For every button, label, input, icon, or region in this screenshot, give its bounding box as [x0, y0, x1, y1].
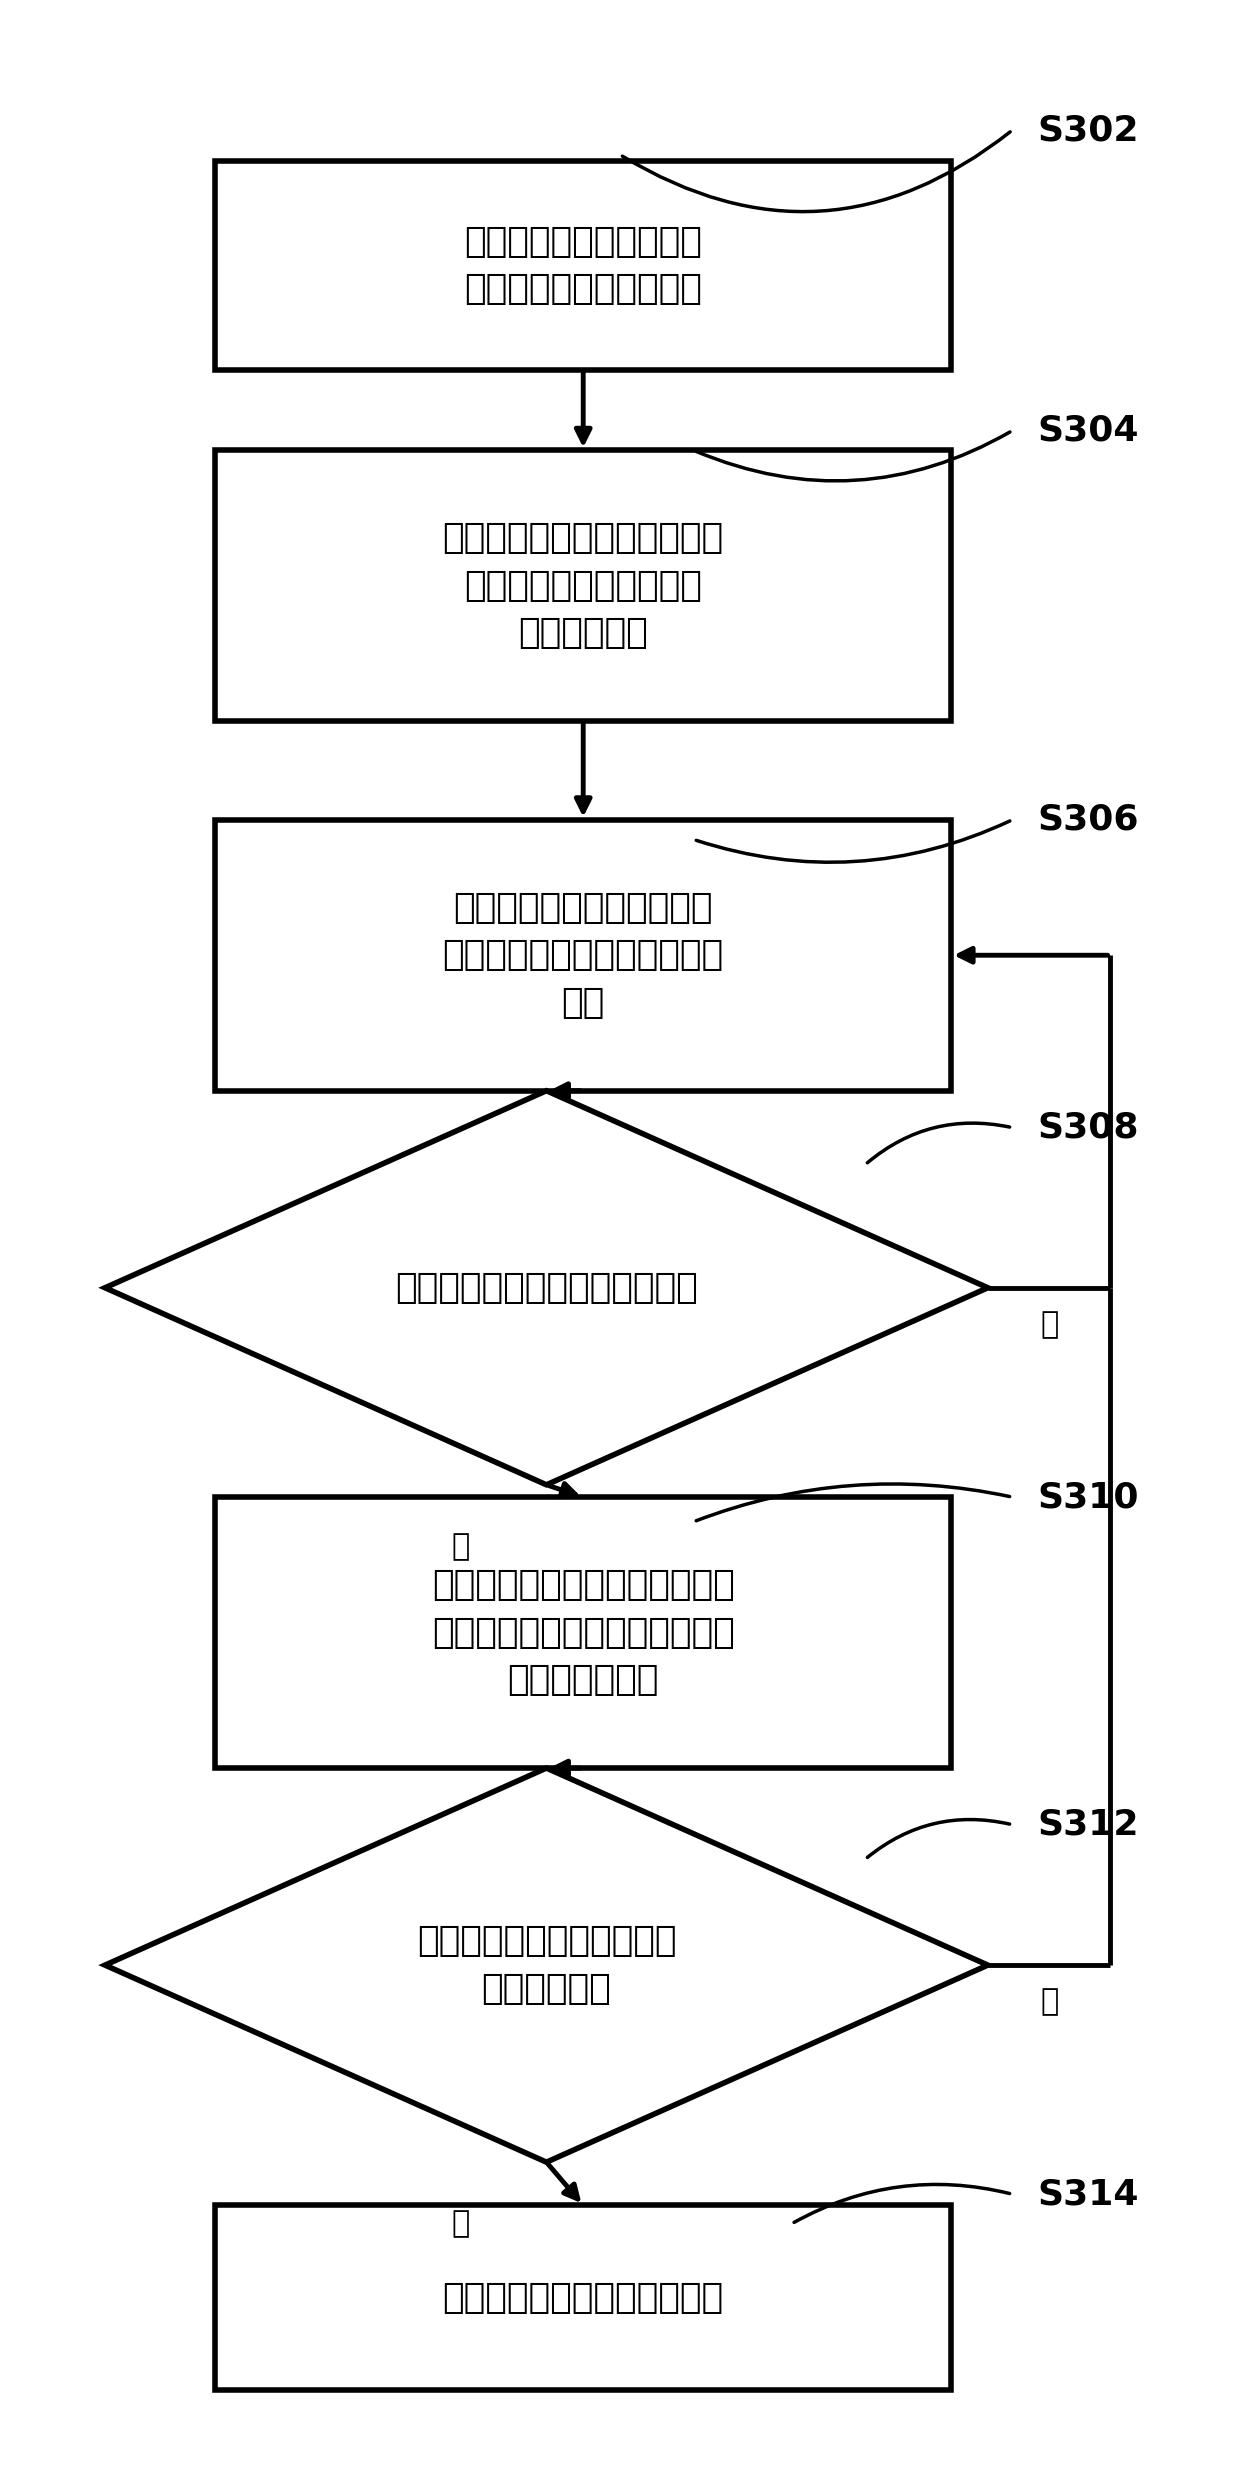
Text: S308: S308 — [1037, 1110, 1138, 1144]
Text: 位于最底部化霜模块的功率
达到目标功率: 位于最底部化霜模块的功率 达到目标功率 — [417, 1925, 676, 2006]
Text: 是: 是 — [451, 1531, 470, 1561]
Text: 关闭电磁化霜装置，结束化霜: 关闭电磁化霜装置，结束化霜 — [443, 2281, 724, 2314]
Text: S310: S310 — [1037, 1481, 1138, 1513]
Text: 持续检测蒸发器的表面温度
以及位于最底部的化霜模块的
功率: 持续检测蒸发器的表面温度 以及位于最底部的化霜模块的 功率 — [443, 892, 724, 1021]
Text: S314: S314 — [1037, 2177, 1138, 2212]
FancyBboxPatch shape — [216, 451, 951, 721]
Text: 否: 否 — [1040, 1987, 1058, 2016]
Polygon shape — [105, 1769, 988, 2162]
Text: S306: S306 — [1037, 803, 1138, 837]
Text: 是: 是 — [451, 2209, 470, 2239]
Text: S312: S312 — [1037, 1808, 1138, 1843]
Text: 蒸发器的表面温度达到预设温度: 蒸发器的表面温度达到预设温度 — [396, 1271, 698, 1305]
Text: 开启电磁化霜装置开始化霜，
每个化霜模块均以预设的
初始功率运行: 开启电磁化霜装置开始化霜， 每个化霜模块均以预设的 初始功率运行 — [443, 520, 724, 651]
FancyBboxPatch shape — [216, 2205, 951, 2390]
Text: S302: S302 — [1037, 114, 1138, 146]
Text: 否: 否 — [1040, 1310, 1058, 1340]
FancyBboxPatch shape — [216, 161, 951, 369]
FancyBboxPatch shape — [216, 820, 951, 1090]
Text: 根据蒸发器的表面温度变化以及
每个化霜模块的位置调节对应的
化霜模块的功率: 根据蒸发器的表面温度变化以及 每个化霜模块的位置调节对应的 化霜模块的功率 — [432, 1568, 734, 1697]
Polygon shape — [105, 1090, 988, 1484]
Text: S304: S304 — [1037, 414, 1138, 448]
FancyBboxPatch shape — [216, 1496, 951, 1769]
Text: 在冰箱制冷运行过程中，
检测到冰箱达到化霜条件: 在冰箱制冷运行过程中， 检测到冰箱达到化霜条件 — [464, 225, 702, 307]
